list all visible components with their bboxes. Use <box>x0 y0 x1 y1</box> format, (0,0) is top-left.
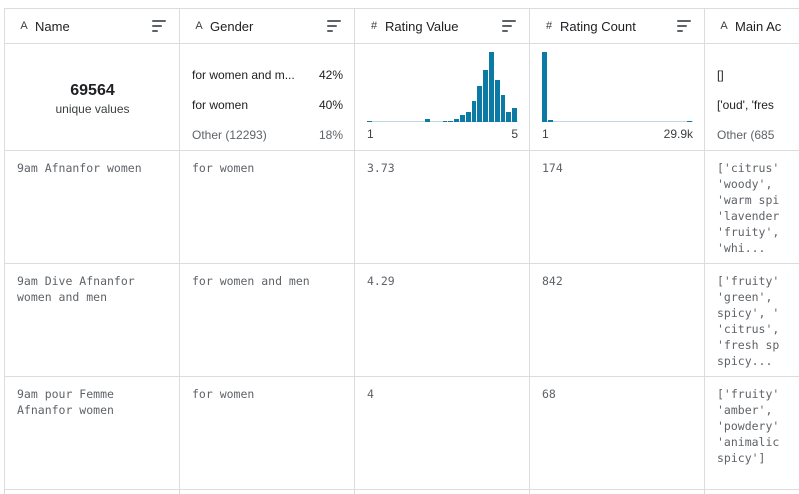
histogram-baseline <box>542 121 693 122</box>
category-percent: 40% <box>318 98 343 112</box>
category-item-other[interactable]: Other (12293) 18% <box>192 128 343 144</box>
cell-rating-value: 3.73 <box>367 161 395 175</box>
category-item[interactable]: for women and m... 42% <box>192 68 343 84</box>
histogram-rating-count[interactable] <box>542 52 693 122</box>
sort-icon[interactable] <box>327 20 341 32</box>
histogram-max-label: 29.9k <box>663 127 693 141</box>
column-main-accords: A Main Ac [] ['oud', 'fres Other (685 ['… <box>704 9 799 494</box>
column-gender: A Gender for women and m... 42% for wome… <box>179 9 355 494</box>
table-row: for women <box>180 377 355 490</box>
cell-name: 9am pour Femme Afnanfor women <box>17 387 114 417</box>
column-rating-value: # Rating Value 1 5 3.73 4.29 4 <box>354 9 530 494</box>
histogram-bar[interactable] <box>488 52 494 122</box>
histogram-bar[interactable] <box>542 52 547 122</box>
string-type-icon: A <box>195 20 203 32</box>
cell-gender: for women and men <box>192 274 310 288</box>
cell-main-accords: ['citrus' 'woody', 'warm spi 'lavender '… <box>717 161 780 255</box>
histogram-bar[interactable] <box>512 108 517 122</box>
cell-rating-count: 68 <box>542 387 556 401</box>
cell-rating-value: 4 <box>367 387 374 401</box>
data-table: A Name 69564 unique values 9am Afnanfor … <box>4 8 799 494</box>
column-header-rating-count[interactable]: # Rating Count <box>530 9 705 44</box>
histogram-bar[interactable] <box>494 80 500 122</box>
string-type-icon: A <box>20 20 28 32</box>
cell-name: 9am Afnanfor women <box>17 161 142 175</box>
histogram-bar[interactable] <box>483 70 488 122</box>
table-row: 9am Dive Afnanfor women and men <box>5 264 180 377</box>
cell-main-accords: ['fruity' 'green', spicy', ' 'citrus', '… <box>717 274 780 368</box>
table-row: ['fruity' 'amber', 'powdery' 'animalic s… <box>705 377 799 490</box>
column-header-rating-value[interactable]: # Rating Value <box>355 9 530 44</box>
table-row: 9am pour Femme Afnanfor women <box>5 377 180 490</box>
unique-count: 69564 <box>70 82 115 99</box>
number-type-icon: # <box>545 20 553 32</box>
table-row: 9am Afnanfor women <box>5 151 180 264</box>
summary-main-accords: [] ['oud', 'fres Other (685 <box>705 44 799 151</box>
category-item[interactable]: for women 40% <box>192 98 343 114</box>
histogram-bar[interactable] <box>471 101 477 122</box>
histogram-bar[interactable] <box>459 115 465 122</box>
number-type-icon: # <box>370 20 378 32</box>
column-title: Main Ac <box>735 18 782 34</box>
category-percent: 42% <box>318 68 343 82</box>
histogram-rating-value[interactable] <box>367 52 518 122</box>
histogram-min-label: 1 <box>542 127 549 141</box>
category-percent: 18% <box>318 128 343 142</box>
column-rating-count: # Rating Count 1 29.9k 174 842 68 <box>529 9 705 494</box>
column-title: Name <box>35 18 70 34</box>
table-row: ['fruity' 'green', spicy', ' 'citrus', '… <box>705 264 799 377</box>
column-header-main-accords[interactable]: A Main Ac <box>705 9 799 44</box>
cell-rating-count: 174 <box>542 161 563 175</box>
table-row: 842 <box>530 264 705 377</box>
histogram-bar[interactable] <box>448 121 454 122</box>
histogram-bar[interactable] <box>454 119 459 122</box>
histogram-min-label: 1 <box>367 127 374 141</box>
sort-icon[interactable] <box>502 20 516 32</box>
cell-name: 9am Dive Afnanfor women and men <box>17 274 135 304</box>
table-row: for women <box>180 151 355 264</box>
category-label[interactable]: ['oud', 'fres <box>717 98 774 112</box>
column-header-gender[interactable]: A Gender <box>180 9 355 44</box>
table-row: 174 <box>530 151 705 264</box>
histogram-bar[interactable] <box>477 86 483 122</box>
category-label: for women <box>192 98 249 112</box>
histogram-bar[interactable] <box>506 112 512 122</box>
cell-main-accords: ['fruity' 'amber', 'powdery' 'animalic s… <box>717 387 780 465</box>
column-title: Rating Value <box>385 18 459 34</box>
unique-label: unique values <box>55 102 130 116</box>
table-row: 4 <box>355 377 530 490</box>
cell-rating-count: 842 <box>542 274 563 288</box>
histogram-bar[interactable] <box>367 121 372 122</box>
cell-gender: for women <box>192 161 255 175</box>
histogram-max-label: 5 <box>511 127 518 141</box>
string-type-icon: A <box>720 20 728 32</box>
column-title: Gender <box>210 18 254 34</box>
cell-gender: for women <box>192 387 255 401</box>
sort-icon[interactable] <box>677 20 691 32</box>
summary-rating-count: 1 29.9k <box>530 44 705 151</box>
category-label: Other (12293) <box>192 128 267 142</box>
histogram-bar[interactable] <box>425 119 430 122</box>
column-title: Rating Count <box>560 18 636 34</box>
sort-icon[interactable] <box>152 20 166 32</box>
table-row: 68 <box>530 377 705 490</box>
histogram-bar[interactable] <box>687 121 692 122</box>
table-row: ['citrus' 'woody', 'warm spi 'lavender '… <box>705 151 799 264</box>
histogram-bar[interactable] <box>547 120 553 122</box>
cell-rating-value: 4.29 <box>367 274 395 288</box>
table-row: 3.73 <box>355 151 530 264</box>
category-label: for women and m... <box>192 68 295 82</box>
column-header-name[interactable]: A Name <box>5 9 180 44</box>
category-label[interactable]: [] <box>717 68 724 82</box>
summary-gender: for women and m... 42% for women 40% Oth… <box>180 44 355 151</box>
summary-name: 69564 unique values <box>5 44 180 151</box>
histogram-bar[interactable] <box>465 112 471 122</box>
table-row: 4.29 <box>355 264 530 377</box>
table-row: for women and men <box>180 264 355 377</box>
summary-rating-value: 1 5 <box>355 44 530 151</box>
histogram-bar[interactable] <box>442 121 448 122</box>
category-label-other[interactable]: Other (685 <box>717 128 775 142</box>
column-name: A Name 69564 unique values 9am Afnanfor … <box>4 9 180 494</box>
histogram-bar[interactable] <box>500 95 506 122</box>
